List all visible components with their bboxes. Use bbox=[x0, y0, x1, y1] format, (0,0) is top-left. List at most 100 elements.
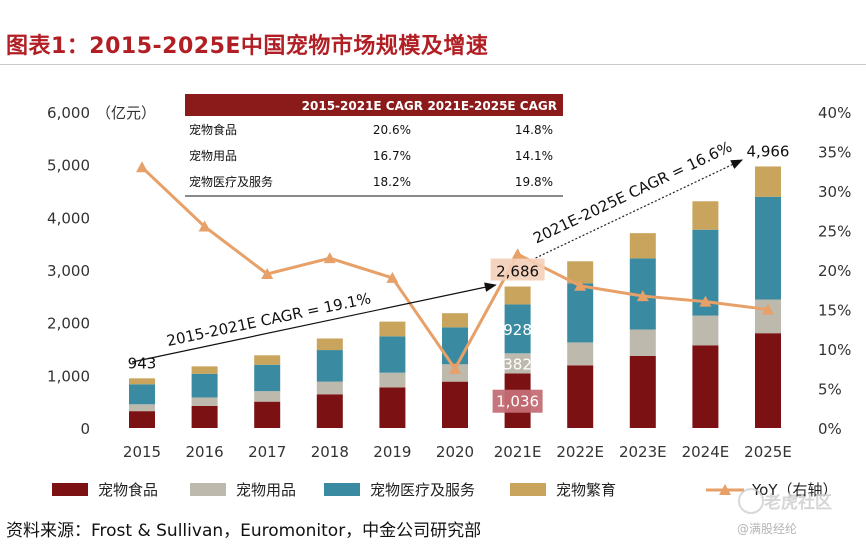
label-highlight-box bbox=[490, 258, 545, 281]
yoy-marker bbox=[386, 271, 399, 283]
bar-segment bbox=[692, 201, 719, 230]
legend-swatch bbox=[52, 483, 88, 496]
bar-segment bbox=[379, 387, 406, 428]
yoy-marker bbox=[574, 279, 587, 291]
table-cell: 20.6% bbox=[373, 123, 411, 137]
title-divider bbox=[0, 64, 866, 65]
y-right-tick-label: 10% bbox=[818, 341, 851, 359]
y-right-tick-label: 0% bbox=[818, 420, 842, 438]
yoy-marker bbox=[636, 290, 649, 302]
total-data-label: 4,966 bbox=[747, 142, 790, 160]
table-cell: 14.8% bbox=[515, 123, 553, 137]
bar-segment bbox=[504, 286, 531, 305]
y-right-tick-label: 5% bbox=[818, 381, 842, 399]
bar-segment bbox=[629, 233, 656, 259]
table-row-label: 宠物食品 bbox=[189, 122, 237, 137]
bar-segment bbox=[254, 364, 281, 392]
segment-data-label: 1,036 bbox=[496, 393, 539, 411]
legend-label: 宠物用品 bbox=[236, 481, 296, 499]
table-column-header: 2021E-2025E CAGR bbox=[427, 99, 557, 113]
bar-segment bbox=[692, 315, 719, 346]
x-tick-label: 2023E bbox=[619, 443, 667, 461]
bar-segment bbox=[504, 304, 531, 354]
watermark-text: @满股经纶 bbox=[737, 522, 798, 536]
x-tick-label: 2016 bbox=[186, 443, 224, 461]
yoy-marker bbox=[699, 295, 712, 307]
y-left-tick-label: 0 bbox=[80, 420, 90, 438]
y-left-tick-label: 4,000 bbox=[47, 209, 90, 227]
bar-segment bbox=[629, 355, 656, 428]
bar-segment bbox=[442, 381, 468, 428]
bar-segment bbox=[567, 365, 594, 428]
legend-line-marker bbox=[719, 484, 731, 495]
legend-swatch bbox=[324, 483, 360, 496]
table-cell: 19.8% bbox=[515, 175, 553, 189]
bar-segment bbox=[254, 355, 281, 365]
chart-title: 图表1：2015-2025E中国宠物市场规模及增速 bbox=[6, 34, 489, 59]
y-left-axis-unit: （亿元） bbox=[96, 104, 156, 122]
bar-segment bbox=[316, 394, 343, 428]
cagr-table-layer: 2015-2021E CAGR 2021E-2025E CAGR 宠物食品 20.6%… bbox=[185, 94, 563, 197]
bar-segment bbox=[442, 313, 468, 328]
bar-segment bbox=[191, 366, 218, 374]
x-tick-label: 2018 bbox=[311, 443, 349, 461]
yoy-marker bbox=[511, 248, 524, 260]
bar-segment bbox=[316, 381, 343, 395]
bar-segment bbox=[254, 401, 281, 428]
table-row-label: 宠物用品 bbox=[189, 148, 237, 163]
yoy-marker bbox=[762, 303, 774, 315]
table-cell: 18.2% bbox=[373, 175, 411, 189]
bar-segment bbox=[191, 397, 218, 406]
bar-segment bbox=[129, 384, 155, 405]
bar-segment bbox=[755, 196, 781, 300]
segment-data-label: 928 bbox=[503, 321, 532, 339]
y-left-tick-label: 5,000 bbox=[47, 157, 90, 175]
yoy-marker bbox=[136, 161, 148, 173]
x-tick-label: 2024E bbox=[682, 443, 730, 461]
legend-swatch bbox=[510, 483, 546, 496]
x-tick-label: 2022E bbox=[556, 443, 604, 461]
y-right-tick-label: 35% bbox=[818, 144, 851, 162]
table-cell: 16.7% bbox=[373, 149, 411, 163]
table-cell: 14.1% bbox=[515, 149, 553, 163]
bar-segment bbox=[567, 261, 594, 284]
bar-segment bbox=[567, 342, 594, 366]
y-right-tick-label: 30% bbox=[818, 183, 851, 201]
bar-segment bbox=[629, 329, 656, 356]
bar-segment bbox=[191, 405, 218, 428]
y-left-tick-label: 6,000 bbox=[47, 104, 90, 122]
segment-label-box bbox=[492, 389, 543, 413]
yoy-line-layer bbox=[136, 161, 774, 374]
segment-data-label: 382 bbox=[503, 355, 532, 373]
bars-layer bbox=[129, 166, 781, 428]
bar-segment bbox=[129, 404, 155, 412]
total-data-label: 2,686 bbox=[496, 263, 539, 281]
table-row-label: 宠物医疗及服务 bbox=[189, 174, 273, 189]
bar-segment bbox=[442, 327, 468, 365]
x-tick-label: 2019 bbox=[373, 443, 411, 461]
bar-segment bbox=[504, 353, 531, 374]
x-tick-label: 2025E bbox=[744, 443, 792, 461]
bar-segment bbox=[379, 321, 406, 337]
yoy-marker bbox=[449, 362, 461, 374]
watermark-logo-icon bbox=[738, 488, 764, 514]
x-tick-label: 2017 bbox=[248, 443, 286, 461]
x-tick-label: 2021E bbox=[494, 443, 542, 461]
legend-layer: 宠物食品 宠物用品 宠物医疗及服务 宠物繁育 YoY（右轴） bbox=[52, 481, 838, 499]
table-header-bar bbox=[185, 94, 563, 116]
legend-swatch bbox=[190, 483, 226, 496]
total-data-label: 943 bbox=[128, 354, 157, 372]
x-tick-label: 2015 bbox=[123, 443, 161, 461]
y-right-tick-label: 40% bbox=[818, 104, 851, 122]
bar-segment bbox=[316, 338, 343, 351]
bar-segment bbox=[254, 391, 281, 402]
yoy-marker bbox=[323, 252, 336, 264]
x-tick-label: 2020 bbox=[436, 443, 474, 461]
y-left-tick-label: 2,000 bbox=[47, 315, 90, 333]
table-column-header: 2015-2021E CAGR bbox=[302, 99, 423, 113]
bar-segment bbox=[191, 373, 218, 398]
axes-layer: 0 1,000 2,000 3,000 4,000 5,000 6,000 （亿元） 0% 5% 1… bbox=[47, 104, 851, 461]
y-right-tick-label: 25% bbox=[818, 223, 851, 241]
yoy-marker bbox=[261, 267, 274, 279]
